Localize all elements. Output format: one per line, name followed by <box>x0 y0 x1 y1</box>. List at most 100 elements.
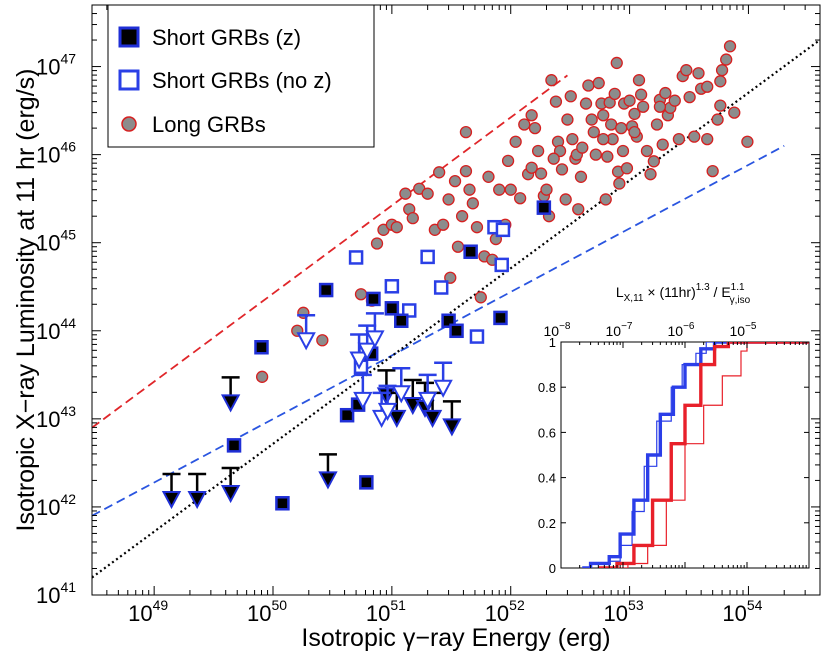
long-grb-point <box>688 130 701 143</box>
inset-y-tick-label: 0.4 <box>538 471 556 486</box>
long-grb-point <box>474 291 487 304</box>
limit-arrow <box>387 409 407 428</box>
y-tick-label: 1046 <box>36 139 76 168</box>
long-grb-point <box>701 132 714 146</box>
long-grb-point <box>644 168 657 181</box>
long-grb-point <box>399 187 412 200</box>
long-grb-point <box>572 203 585 216</box>
short-grb-z-point <box>366 291 381 307</box>
limit-arrow <box>353 391 373 411</box>
long-grb-point <box>513 192 527 205</box>
short-grb-z-point <box>493 310 508 326</box>
inset-x-tick-label: 10−7 <box>606 321 633 339</box>
limit-arrow <box>442 418 462 437</box>
short-grb-z-point <box>384 301 400 316</box>
short-grb-z-point <box>275 496 290 511</box>
upper-limit-markers <box>161 312 462 510</box>
limit-arrow <box>296 332 316 351</box>
inset-x-tick-base: 10 <box>606 323 622 339</box>
limit-arrow <box>433 379 453 398</box>
x-tick-label: 1052 <box>485 597 525 626</box>
inset-x-tick-exp: −5 <box>745 321 757 332</box>
long-grb-point <box>636 100 650 113</box>
long-grb-point <box>448 174 462 188</box>
long-grb-point <box>531 144 545 158</box>
long-grb-point <box>540 183 553 196</box>
x-tick-base: 10 <box>485 601 509 626</box>
inset-label-l-sub: X,11 <box>624 293 644 304</box>
long-grb-point <box>459 164 473 178</box>
upper-limit-noz-0 <box>296 314 316 351</box>
upper-limit-noz-7 <box>391 367 411 404</box>
long-grb-point <box>714 75 727 88</box>
long-grb-point <box>605 118 618 131</box>
inset-x-tick-base: 10 <box>544 323 560 339</box>
inset-curve-1 <box>601 342 809 568</box>
long-grb-point <box>653 100 667 113</box>
inset-label-e-sub: γ,iso <box>730 295 751 306</box>
y-tick-base: 10 <box>36 55 60 80</box>
long-grb-point <box>493 183 506 196</box>
long-grb-point <box>463 183 476 196</box>
x-tick-base: 10 <box>128 601 152 626</box>
upper-limit-noz-1 <box>349 333 369 370</box>
y-tick-base: 10 <box>36 407 60 432</box>
inset-x-tick-exp: −6 <box>683 321 695 332</box>
long-grb-point <box>482 170 495 183</box>
short-grb-noz-point <box>469 329 485 344</box>
long-grb-point <box>509 135 522 148</box>
x-tick-exp: 49 <box>153 597 169 613</box>
y-axis-label: Isotropic X−ray Luminosity at 11 hr (erg… <box>12 69 40 532</box>
y-tick-label: 1045 <box>36 227 76 256</box>
inset-x-tick-exp: −7 <box>621 321 633 332</box>
legend-marker-short-z <box>118 26 140 48</box>
long-grb-point <box>316 334 329 347</box>
upper-limit-noz-4 <box>365 312 385 349</box>
inset-x-tick-exp: −8 <box>559 321 571 332</box>
long-grb-point <box>741 135 754 148</box>
y-tick-label: 1041 <box>36 579 76 608</box>
upper-limit-2 <box>220 466 241 504</box>
long-grb-point <box>255 370 269 383</box>
inset-label-div: / E <box>710 284 731 300</box>
long-grb-point <box>555 163 569 176</box>
long-grb-point <box>640 144 654 158</box>
legend-box <box>107 4 375 148</box>
long-grb-point <box>610 56 623 70</box>
y-tick-label: 1042 <box>36 491 76 520</box>
long-grb-point <box>628 126 641 139</box>
long-grb-point <box>501 154 515 168</box>
y-tick-label: 1044 <box>36 315 76 344</box>
long-grb-point <box>592 76 605 90</box>
y-tick-base: 10 <box>36 319 60 344</box>
long-grb-point <box>608 87 621 100</box>
long-grb-point <box>680 64 693 77</box>
long-grb-point <box>715 64 729 77</box>
limit-arrow <box>187 490 207 510</box>
long-grb-point <box>701 80 714 93</box>
inset-y-tick-label: 0.6 <box>538 425 556 440</box>
long-grb-point <box>574 170 588 183</box>
y-tick-exp: 41 <box>60 579 76 595</box>
short-grb-noz-point <box>401 303 417 318</box>
y-tick-exp: 44 <box>60 315 76 331</box>
y-tick-exp: 45 <box>60 227 76 243</box>
upper-limit-noz-3 <box>357 324 377 361</box>
limit-arrow <box>365 330 385 349</box>
short-grb-noz-point <box>433 280 449 295</box>
y-tick-exp: 46 <box>60 139 76 155</box>
long-grb-point <box>620 162 634 175</box>
long-grb-point <box>455 210 469 223</box>
inset-y-tick-label: 0.8 <box>538 380 556 395</box>
long-grb-point <box>528 121 542 135</box>
long-grb-point <box>728 106 741 119</box>
inset-x-tick-base: 10 <box>730 323 746 339</box>
limit-arrow <box>417 391 438 411</box>
short-grb-z-point <box>318 282 334 298</box>
long-grb-point <box>587 126 600 139</box>
x-tick-base: 10 <box>247 601 271 626</box>
long-grb-point <box>549 95 563 108</box>
inset-curves <box>582 342 809 568</box>
